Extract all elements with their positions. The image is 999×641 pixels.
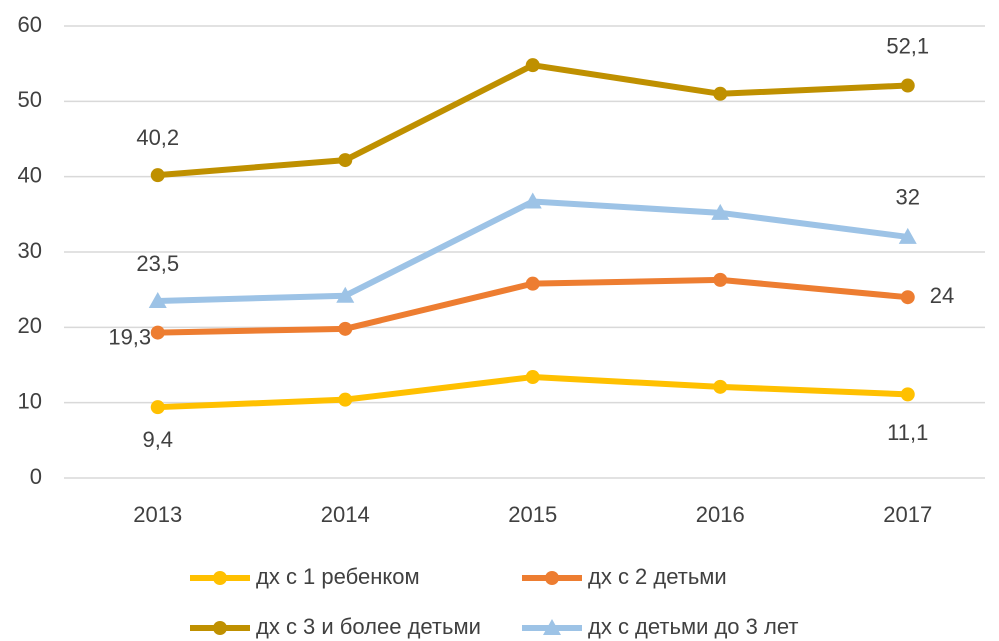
y-tick-label: 20 bbox=[18, 313, 42, 338]
legend-marker bbox=[545, 571, 559, 585]
point bbox=[525, 370, 540, 385]
point bbox=[338, 321, 353, 336]
x-tick-label: 2017 bbox=[883, 502, 932, 527]
point bbox=[523, 192, 542, 209]
point bbox=[525, 276, 540, 291]
point bbox=[713, 272, 728, 287]
point bbox=[713, 86, 728, 101]
legend-marker bbox=[213, 621, 227, 635]
x-tick-label: 2016 bbox=[696, 502, 745, 527]
point bbox=[900, 78, 915, 93]
y-tick-label: 40 bbox=[18, 162, 42, 187]
data-label: 32 bbox=[896, 185, 920, 210]
legend-label: дх с 1 ребенком bbox=[256, 564, 420, 589]
y-tick-label: 30 bbox=[18, 238, 42, 263]
point bbox=[713, 379, 728, 394]
data-label: 9,4 bbox=[142, 427, 173, 452]
data-label: 23,5 bbox=[136, 251, 179, 276]
point bbox=[900, 290, 915, 305]
data-label: 19,3 bbox=[108, 324, 151, 349]
y-tick-label: 0 bbox=[30, 464, 42, 489]
y-tick-label: 60 bbox=[18, 12, 42, 37]
y-tick-label: 10 bbox=[18, 388, 42, 413]
legend-marker bbox=[543, 619, 561, 635]
point bbox=[150, 400, 165, 415]
data-label: 11,1 bbox=[887, 420, 928, 445]
point bbox=[336, 286, 355, 303]
legend-label: дх с детьми до 3 лет bbox=[588, 614, 798, 639]
legend-label: дх с 3 и более детьми bbox=[256, 614, 481, 639]
x-tick-label: 2015 bbox=[508, 502, 557, 527]
x-tick-label: 2013 bbox=[133, 502, 182, 527]
y-tick-label: 50 bbox=[18, 87, 42, 112]
data-label: 40,2 bbox=[136, 125, 179, 150]
point bbox=[338, 153, 353, 168]
point bbox=[338, 392, 353, 407]
point bbox=[711, 203, 730, 220]
point bbox=[148, 291, 167, 308]
point bbox=[900, 387, 915, 402]
data-label: 24 bbox=[930, 283, 954, 308]
point bbox=[150, 325, 165, 340]
data-label: 52,1 bbox=[886, 33, 929, 58]
legend-marker bbox=[213, 571, 227, 585]
point bbox=[150, 168, 165, 183]
x-tick-label: 2014 bbox=[321, 502, 370, 527]
point bbox=[525, 58, 540, 73]
point bbox=[898, 227, 917, 244]
legend-label: дх с 2 детьми bbox=[588, 564, 727, 589]
series-line bbox=[157, 62, 908, 179]
